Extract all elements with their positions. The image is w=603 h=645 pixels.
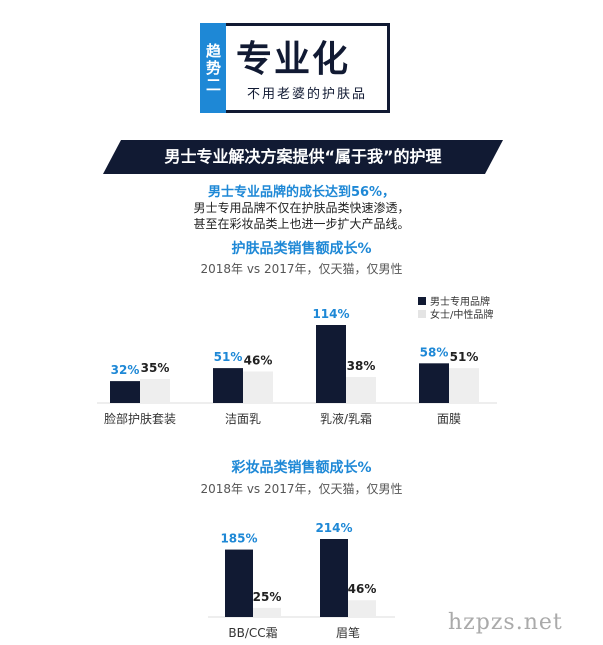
chart1-bar-unisex-1 <box>243 371 273 403</box>
chart2-bar-unisex-1 <box>348 600 376 617</box>
chart2-label-men-1: 214% <box>315 521 352 535</box>
section-banner-text: 男士专业解决方案提供“属于我”的护理 <box>164 147 442 166</box>
chart1-category-1: 洁面乳 <box>225 412 261 426</box>
chart2-label-unisex-1: 46% <box>348 582 377 596</box>
chart1-bar-unisex-0 <box>140 379 170 403</box>
legend-label-unisex: 女士/中性品牌 <box>430 310 494 321</box>
chart1-title: 护肤品类销售额成长% <box>231 241 372 257</box>
legend-item-unisex: 女士/中性品牌 <box>418 306 493 321</box>
chart2-bar-men-0 <box>225 549 253 617</box>
chart1-subtitle: 2018年 vs 2017年，仅天猫，仅男性 <box>200 262 403 276</box>
chart2-subtitle: 2018年 vs 2017年，仅天猫，仅男性 <box>200 482 403 496</box>
chart1-category-2: 乳液/乳霜 <box>320 411 372 426</box>
chart1-label-men-0: 32% <box>111 363 140 377</box>
chart1-bar-men-2 <box>316 325 346 403</box>
chart2-category-1: 眉笔 <box>336 625 360 640</box>
chart2-label-men-0: 185% <box>220 532 257 546</box>
chart2-bar-unisex-0 <box>253 607 281 617</box>
watermark: hzpzs.net <box>448 610 563 635</box>
chart1-label-men-3: 58% <box>420 345 449 359</box>
chart1-bar-unisex-3 <box>449 368 479 403</box>
legend-swatch-unisex <box>418 309 426 318</box>
chart1-bar-men-0 <box>110 381 140 403</box>
chart1-label-men-1: 51% <box>214 350 243 364</box>
headline: 男士专业品牌的成长达到56%， <box>207 185 396 200</box>
chart1-label-unisex-2: 38% <box>347 359 376 373</box>
chart1-label-unisex-3: 51% <box>450 350 479 364</box>
chart2-title: 彩妆品类销售额成长% <box>231 460 372 476</box>
chart1-bar-men-3 <box>419 363 449 403</box>
chart1-label-unisex-0: 35% <box>141 361 170 375</box>
chart1-label-unisex-1: 46% <box>244 354 273 368</box>
chart1-category-3: 面膜 <box>437 412 461 426</box>
page-subtitle: 不用老婆的护肤品 <box>232 84 382 106</box>
legend-item-men: 男士专用品牌 <box>418 293 490 308</box>
description-line-2: 甚至在彩妆品类上也进一步扩大产品线。 <box>193 217 410 231</box>
legend-swatch-men <box>418 296 426 305</box>
page-title: 专业化 <box>236 39 351 80</box>
chart2-label-unisex-0: 25% <box>253 590 282 604</box>
chart1-bar-unisex-2 <box>346 377 376 403</box>
chart1-category-0: 脸部护肤套装 <box>104 411 176 426</box>
legend-label-men: 男士专用品牌 <box>430 297 490 308</box>
chart1-bar-men-1 <box>213 368 243 403</box>
chart2-category-0: BB/CC霜 <box>228 626 277 640</box>
trend-tag: 趋势二 <box>200 23 226 113</box>
description-line-1: 男士专用品牌不仅在护肤品类快速渗透， <box>193 201 410 215</box>
section-banner <box>103 140 503 174</box>
chart1-label-men-2: 114% <box>312 307 349 321</box>
chart2-bar-men-1 <box>320 539 348 617</box>
